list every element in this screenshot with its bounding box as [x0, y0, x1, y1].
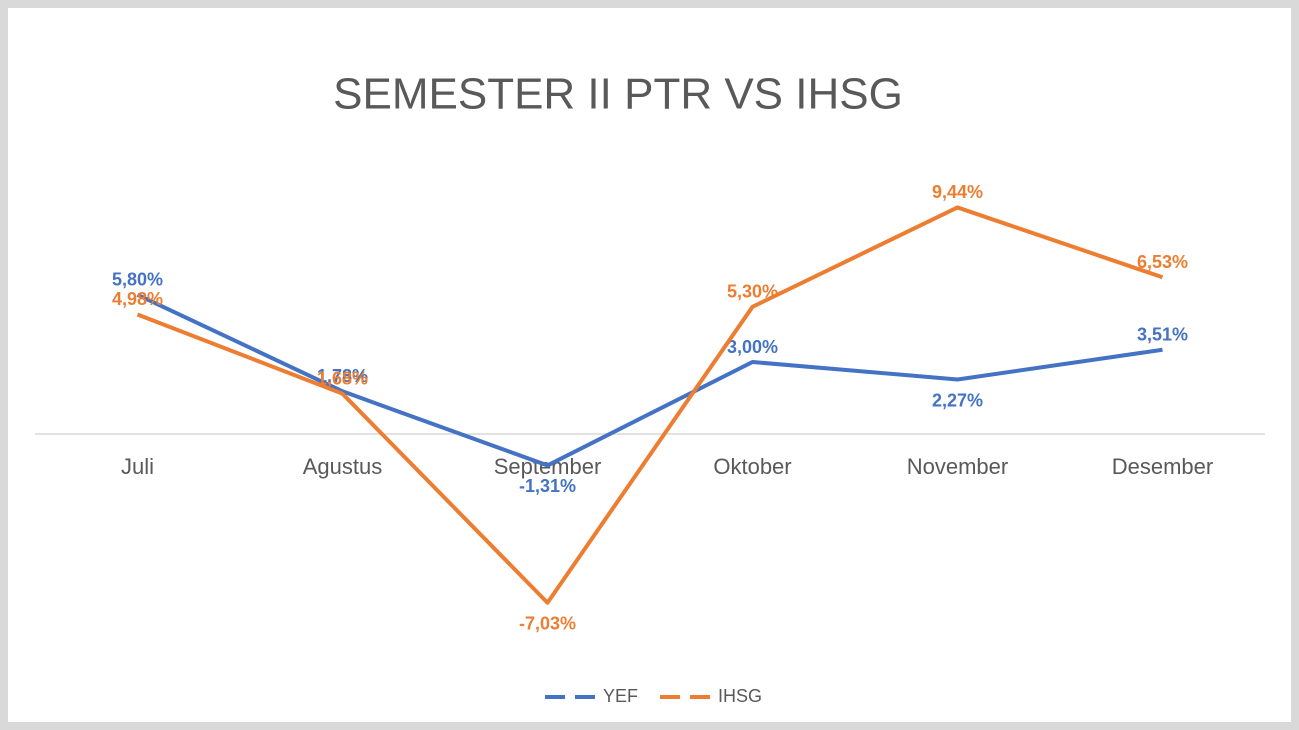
- legend-label: IHSG: [718, 686, 762, 706]
- legend-label: YEF: [603, 686, 638, 706]
- data-label: 9,44%: [932, 182, 983, 202]
- data-label: -7,03%: [519, 613, 576, 633]
- data-label: 6,53%: [1137, 252, 1188, 272]
- data-label: 1,78%: [317, 366, 368, 386]
- data-label: 3,51%: [1137, 325, 1188, 345]
- chart-title: SEMESTER II PTR VS IHSG: [333, 70, 903, 119]
- data-label: 1,68%: [317, 368, 368, 388]
- line-series: [136, 292, 1163, 468]
- data-label: 5,30%: [727, 282, 778, 302]
- x-tick-label: Agustus: [303, 454, 383, 479]
- x-tick-label: Desember: [1112, 454, 1213, 479]
- data-label: 3,00%: [727, 337, 778, 357]
- data-label: -1,31%: [519, 476, 576, 496]
- data-label: 4,98%: [112, 289, 163, 309]
- x-tick-label: Juli: [121, 454, 154, 479]
- chart-area: [8, 8, 1291, 722]
- x-tick-label: November: [907, 454, 1008, 479]
- x-tick-label: Oktober: [713, 454, 791, 479]
- data-label: 5,80%: [112, 270, 163, 290]
- line-series: [136, 205, 1164, 605]
- data-label: 2,27%: [932, 390, 983, 410]
